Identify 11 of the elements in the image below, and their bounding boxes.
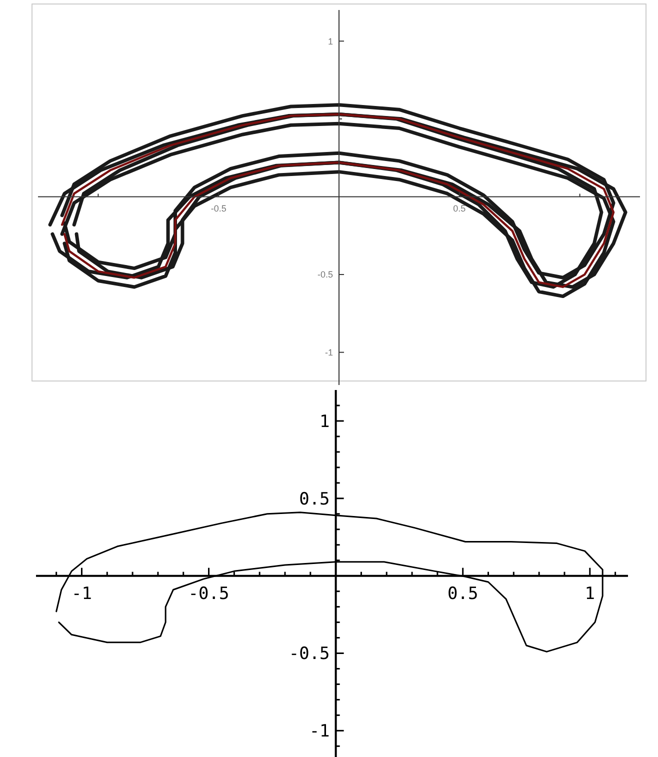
x-tick-label: -0.5 [188,584,230,604]
y-tick-label: -1 [309,722,330,742]
x-tick-label: 0.5 [447,584,478,604]
y-tick-label: -1 [324,347,333,358]
y-tick-label: 1 [328,36,333,46]
x-tick-label: -1 [71,584,92,604]
y-tick-label: 0.5 [299,489,330,510]
y-tick-label: -0.5 [317,270,333,280]
y-tick-label: 1 [320,412,330,432]
x-tick-label: 1 [584,584,596,604]
y-tick-label: -0.5 [288,644,330,664]
